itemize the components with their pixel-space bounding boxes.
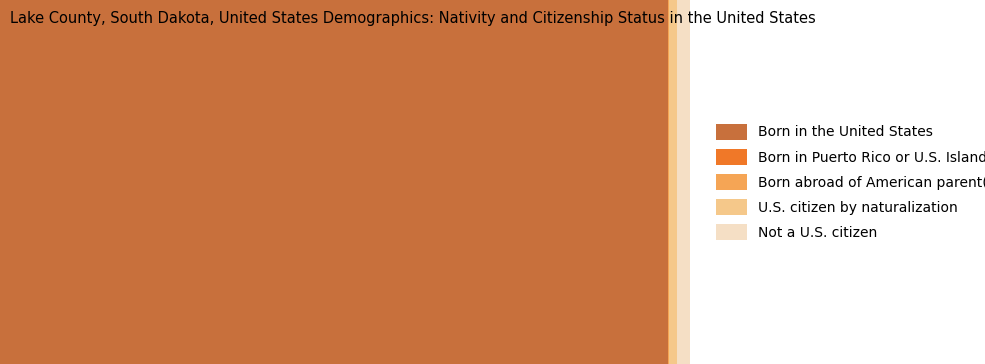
Bar	[669, 0, 677, 364]
Bar	[677, 0, 690, 364]
Text: Lake County, South Dakota, United States Demographics: Nativity and Citizenship : Lake County, South Dakota, United States…	[10, 11, 816, 26]
Legend: Born in the United States, Born in Puerto Rico or U.S. Island Areas, Born abroad: Born in the United States, Born in Puert…	[716, 124, 985, 240]
